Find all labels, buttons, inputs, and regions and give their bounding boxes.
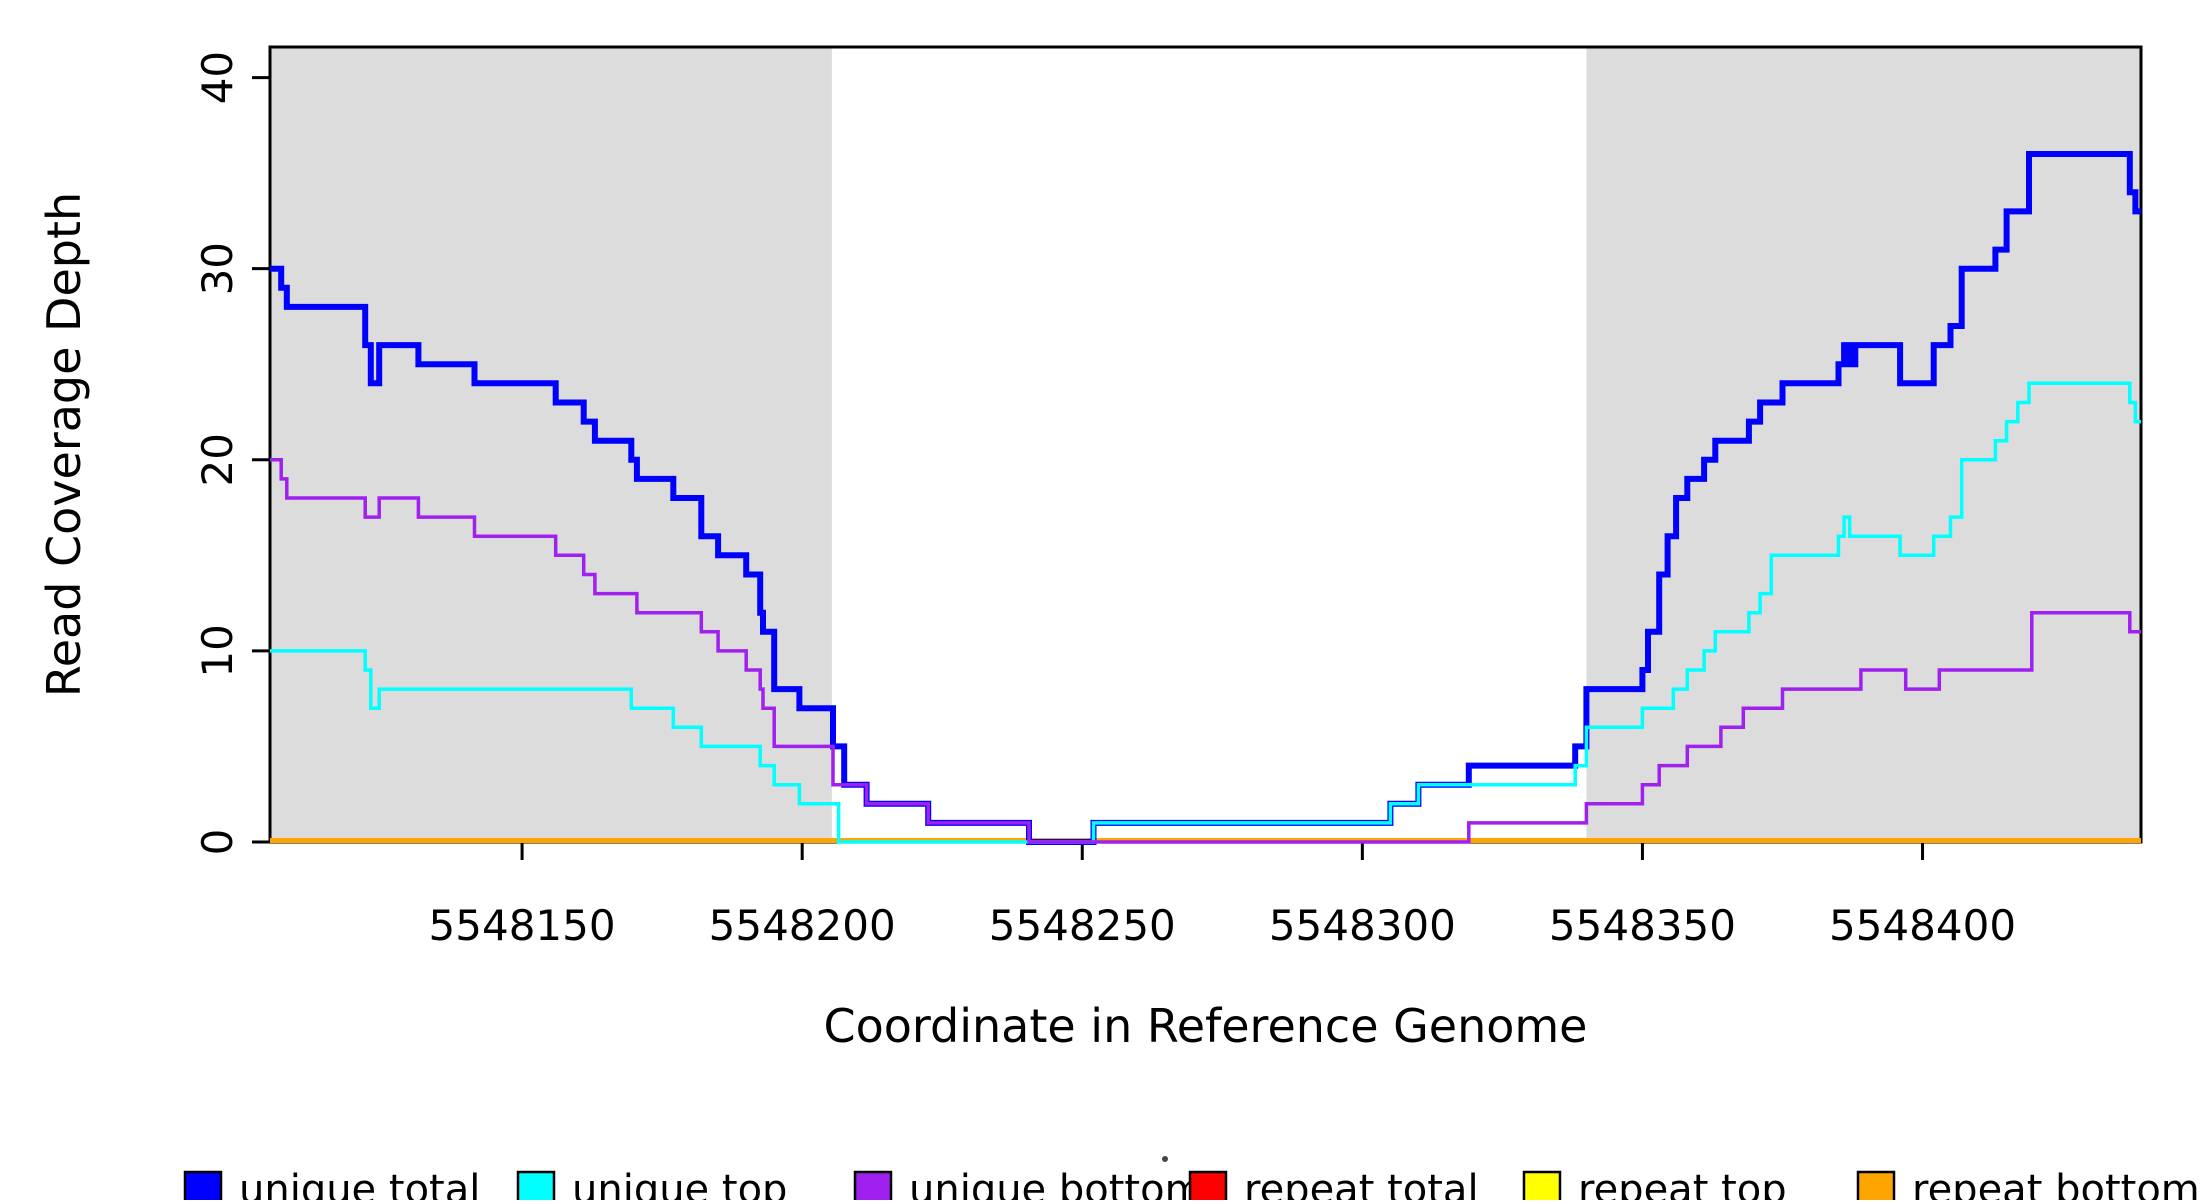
y-tick-label: 20 bbox=[193, 433, 242, 486]
x-axis-title: Coordinate in Reference Genome bbox=[824, 999, 1588, 1053]
y-tick-label: 0 bbox=[193, 829, 242, 856]
legend-artifact-dot bbox=[1162, 1156, 1168, 1162]
x-tick-label: 5548350 bbox=[1549, 901, 1736, 950]
legend-label-repeat-bottom: repeat bottom bbox=[1912, 1167, 2200, 1200]
legend-label-unique-top: unique top bbox=[572, 1167, 787, 1200]
series-unique-bottom-line bbox=[270, 458, 2141, 844]
legend-label-repeat-total: repeat total bbox=[1244, 1167, 1479, 1200]
shaded-region-left bbox=[270, 47, 832, 842]
legend-label-unique-bottom: unique bottom bbox=[909, 1167, 1204, 1200]
x-tick-label: 5548400 bbox=[1829, 901, 2016, 950]
legend-swatch-unique-bottom bbox=[853, 1170, 893, 1204]
x-tick-label: 5548300 bbox=[1269, 901, 1456, 950]
x-tick-label: 5548250 bbox=[989, 901, 1176, 950]
y-tick-label: 40 bbox=[193, 51, 242, 104]
legend-swatch-unique-total bbox=[183, 1170, 223, 1204]
shaded-region-right bbox=[1586, 47, 2141, 842]
y-tick-label: 30 bbox=[193, 242, 242, 295]
x-tick-label: 5548200 bbox=[709, 901, 896, 950]
y-tick-label: 10 bbox=[193, 624, 242, 677]
y-axis-title: Read Coverage Depth bbox=[37, 192, 91, 697]
legend-swatch-repeat-bottom bbox=[1856, 1170, 1896, 1204]
legend-swatch-repeat-top bbox=[1522, 1170, 1562, 1204]
series-unique-top-line bbox=[270, 381, 2141, 844]
legend-label-repeat-top: repeat top bbox=[1578, 1167, 1787, 1200]
legend-swatch-repeat-total bbox=[1188, 1170, 1228, 1204]
legend-swatch-unique-top bbox=[516, 1170, 556, 1204]
x-tick-label: 5548150 bbox=[429, 901, 616, 950]
legend-label-unique-total: unique total bbox=[239, 1167, 480, 1200]
